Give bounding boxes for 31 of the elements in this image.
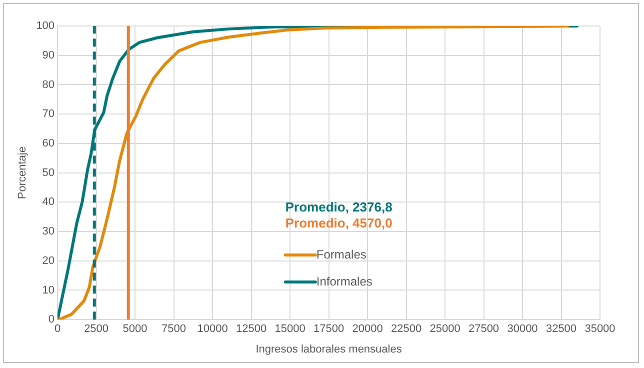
ref-line-label: Promedio, 4570,0 <box>285 216 392 231</box>
x-tick-label: 20000 <box>352 323 383 336</box>
y-tick-label: 20 <box>42 254 55 267</box>
y-tick-label: 40 <box>42 196 55 208</box>
y-tick-label: 50 <box>42 166 55 179</box>
y-tick-label: 60 <box>42 137 55 150</box>
legend-label: Informales <box>316 274 372 288</box>
x-tick-label: 5000 <box>122 323 148 336</box>
x-tick-label: 2500 <box>84 323 109 336</box>
x-tick-label: 25000 <box>430 323 460 336</box>
x-tick-label: 17500 <box>313 323 344 336</box>
x-axis-title: Ingresos laborales mensuales <box>256 343 402 356</box>
x-tick-label: 35000 <box>584 323 616 336</box>
x-tick-label: 7500 <box>162 323 186 336</box>
x-tick-label: 30000 <box>507 323 538 336</box>
y-tick-label: 90 <box>42 49 55 62</box>
x-tick-label: 12500 <box>236 323 267 336</box>
y-tick-label: 30 <box>42 226 55 238</box>
y-axis-title: Porcentaje <box>16 146 29 200</box>
x-tick-label: 10000 <box>197 323 228 336</box>
y-tick-label: 0 <box>48 314 55 326</box>
ref-line-label: Promedio, 2376,8 <box>285 200 392 215</box>
y-tick-label: 100 <box>36 20 55 32</box>
x-tick-label: 22500 <box>390 323 422 336</box>
x-tick-label: 15000 <box>274 323 306 336</box>
x-tick-label: 32500 <box>546 323 577 336</box>
legend-label: Formales <box>316 247 366 262</box>
x-tick-label: 27500 <box>468 323 500 336</box>
y-tick-label: 10 <box>42 284 55 296</box>
y-tick-label: 70 <box>42 108 55 120</box>
y-tick-label: 80 <box>42 78 55 91</box>
